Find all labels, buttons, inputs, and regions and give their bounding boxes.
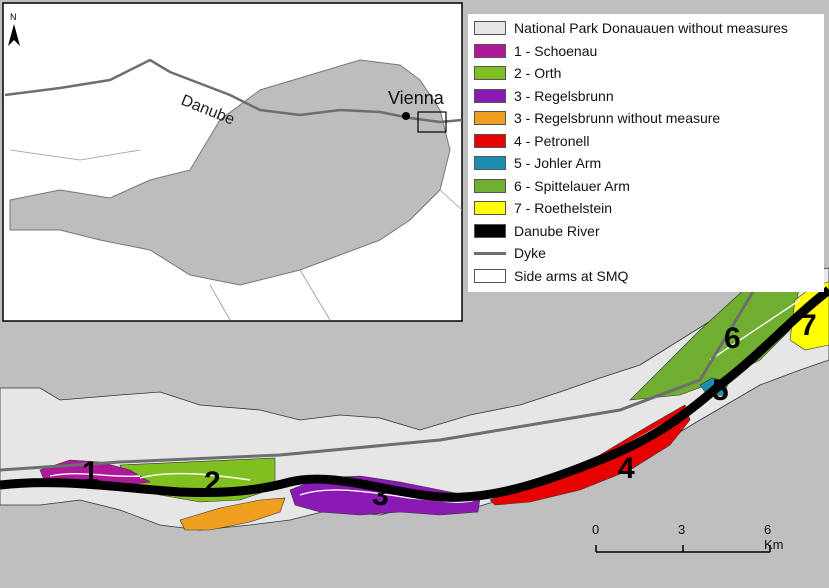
scale-bar <box>595 545 771 553</box>
north-label: N <box>10 12 17 22</box>
legend-swatch <box>474 66 506 80</box>
area-number-6: 6 <box>724 322 741 355</box>
legend-item: 5 - Johler Arm <box>474 152 601 174</box>
area-number-5: 5 <box>712 374 729 407</box>
legend-swatch <box>474 133 506 148</box>
legend-label: Danube River <box>514 222 600 239</box>
legend-item: 1 - Schoenau <box>474 40 597 62</box>
legend-label: Dyke <box>514 245 546 261</box>
legend-item: 4 - Petronell <box>474 130 589 152</box>
area-number-7: 7 <box>800 309 817 342</box>
legend-label: 6 - Spittelauer Arm <box>514 177 630 194</box>
legend-swatch <box>474 246 506 260</box>
legend-item: 3 - Regelsbrunn without measure <box>474 107 720 129</box>
danube-inset <box>4 58 463 124</box>
legend-item: Side arms at SMQ <box>474 265 628 287</box>
scale-tick-3: 3 <box>678 522 686 537</box>
legend-label: National Park Donauauen without measures <box>514 20 788 36</box>
legend-swatch <box>474 201 506 215</box>
legend-item: 2 - Orth <box>474 62 561 84</box>
legend-label: 7 - Roethelstein <box>514 200 613 216</box>
area-3-regelsbrunn <box>289 475 481 516</box>
legend-item: Dyke <box>474 242 546 264</box>
legend: National Park Donauauen without measures… <box>468 14 824 292</box>
legend-item: National Park Donauauen without measures <box>474 17 788 39</box>
legend-swatch <box>474 156 506 170</box>
scale-labels: 0 3 6 Km <box>578 522 784 572</box>
legend-swatch <box>474 111 506 125</box>
legend-item: 6 - Spittelauer Arm <box>474 175 630 197</box>
legend-label: 3 - Regelsbrunn without measure <box>514 110 721 126</box>
legend-item: 3 - Regelsbrunn <box>474 85 614 107</box>
legend-swatch <box>474 178 506 193</box>
danube-river <box>0 286 829 502</box>
legend-item: Danube River <box>474 220 600 242</box>
legend-label: 5 - Johler Arm <box>514 155 602 171</box>
legend-swatch <box>474 21 506 35</box>
study-area-box <box>417 111 447 133</box>
area-number-3: 3 <box>372 479 389 512</box>
area-number-2: 2 <box>204 466 221 499</box>
austria-shape <box>9 59 451 286</box>
legend-label: Side arms at SMQ <box>514 267 629 284</box>
legend-item: 7 - Roethelstein <box>474 197 612 219</box>
legend-label: 1 - Schoenau <box>514 42 598 59</box>
area-3-without-measure <box>179 497 286 531</box>
scale-tick-6: 6 Km <box>764 522 784 552</box>
legend-swatch <box>474 268 506 283</box>
inset-map: Danube Vienna N <box>2 2 463 322</box>
legend-swatch <box>474 43 506 58</box>
scale-tick-0: 0 <box>592 522 600 537</box>
legend-label: 4 - Petronell <box>514 132 590 149</box>
legend-label: 2 - Orth <box>514 65 562 81</box>
legend-swatch <box>474 223 506 238</box>
neighbor-borders <box>9 149 463 321</box>
north-arrow-icon <box>8 24 20 46</box>
legend-label: 3 - Regelsbrunn <box>514 87 614 104</box>
vienna-point <box>402 112 410 120</box>
area-number-4: 4 <box>618 452 635 485</box>
legend-swatch <box>474 88 506 103</box>
vienna-label: Vienna <box>388 88 445 108</box>
area-number-1: 1 <box>82 456 99 489</box>
